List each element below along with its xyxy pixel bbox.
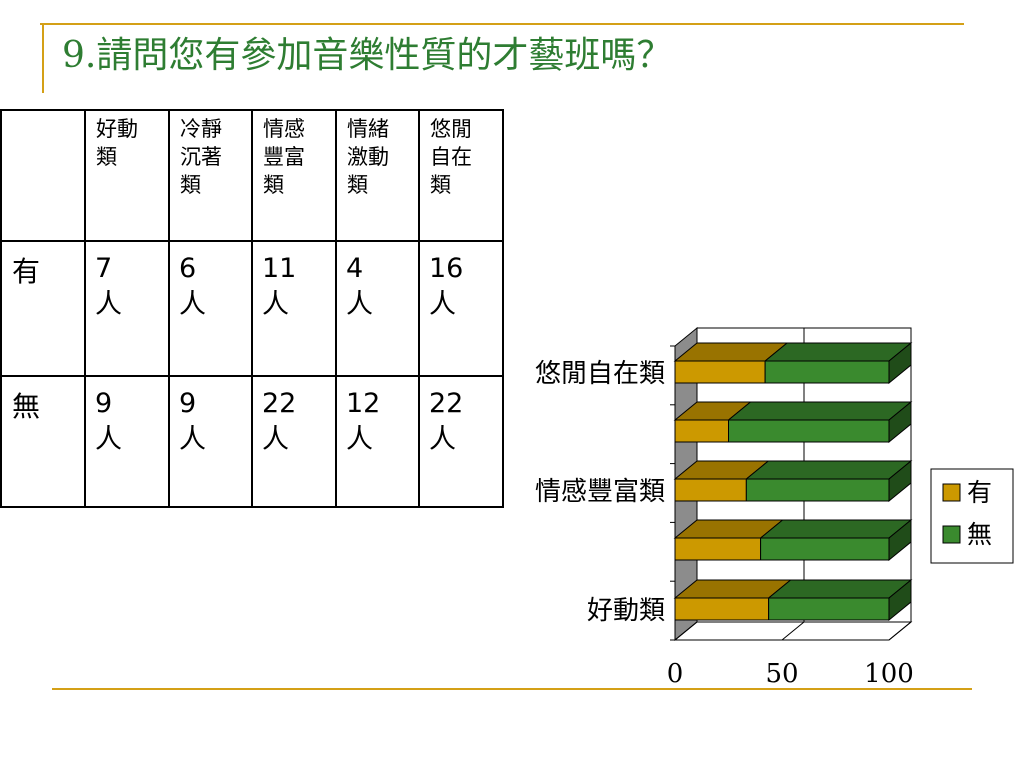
bar-segment: [768, 597, 890, 621]
bar-top-face: [727, 401, 913, 421]
table-corner-cell: [0, 109, 86, 242]
gridline-floor: [674, 621, 698, 641]
table-cell: 4人: [335, 240, 420, 377]
table-header-cell: 冷靜沉著類: [168, 109, 253, 242]
legend-label: 有: [967, 478, 992, 507]
title-side-rule: [42, 23, 44, 93]
y-tick-label: 情感豐富類: [535, 477, 665, 507]
gridline-floor: [781, 621, 805, 641]
bar-segment: [745, 478, 890, 502]
bar-segment: [674, 360, 766, 384]
row-label: 有: [0, 240, 86, 377]
bar-top-face: [744, 460, 913, 480]
table-header-cell: 悠閒自在類: [418, 109, 504, 242]
table-cell: 12人: [335, 375, 420, 508]
x-tick-label: 50: [765, 659, 798, 689]
table-cell: 22人: [418, 375, 504, 508]
slide-title: 9.請問您有參加音樂性質的才藝班嗎？: [62, 35, 673, 76]
table-header-row: 好動類 冷靜沉著類 情感豐富類 情緒激動類 悠閒自在類: [0, 109, 504, 242]
bar-top-face: [759, 519, 913, 539]
legend-swatch: [942, 525, 961, 544]
table-cell: 6人: [168, 240, 253, 377]
table-cell: 22人: [251, 375, 337, 508]
table-cell: 7人: [84, 240, 170, 377]
bar-top-face: [767, 579, 913, 599]
table-cell: 11人: [251, 240, 337, 377]
y-tick-label: 好動類: [587, 596, 665, 626]
footer-rule: [52, 688, 972, 690]
gridline-floor: [888, 621, 912, 641]
bar-segment: [674, 537, 762, 561]
legend-label: 無: [967, 520, 992, 549]
bar-segment: [728, 419, 890, 443]
title-underline: [40, 23, 964, 25]
x-tick-label: 100: [864, 659, 914, 689]
bar-segment: [674, 419, 729, 443]
table-cell: 9人: [84, 375, 170, 508]
bar-top-face: [763, 342, 913, 362]
table-header-cell: 情緒激動類: [335, 109, 420, 242]
legend-swatch: [942, 483, 961, 502]
bar-segment: [674, 597, 770, 621]
bar-segment: [760, 537, 890, 561]
row-label: 無: [0, 375, 86, 508]
bar-segment: [764, 360, 890, 384]
table-header-cell: 好動類: [84, 109, 170, 242]
survey-table: 好動類 冷靜沉著類 情感豐富類 情緒激動類 悠閒自在類 有 7人 6人 11人 …: [0, 109, 504, 508]
table-row: 有 7人 6人 11人 4人 16人: [0, 240, 504, 377]
table-cell: 16人: [418, 240, 504, 377]
table-row: 無 9人 9人 22人 12人 22人: [0, 375, 504, 508]
table-cell: 9人: [168, 375, 253, 508]
x-tick-label: 0: [667, 659, 684, 689]
table-header-cell: 情感豐富類: [251, 109, 337, 242]
bar-segment: [674, 478, 747, 502]
y-tick-label: 悠閒自在類: [535, 359, 665, 389]
